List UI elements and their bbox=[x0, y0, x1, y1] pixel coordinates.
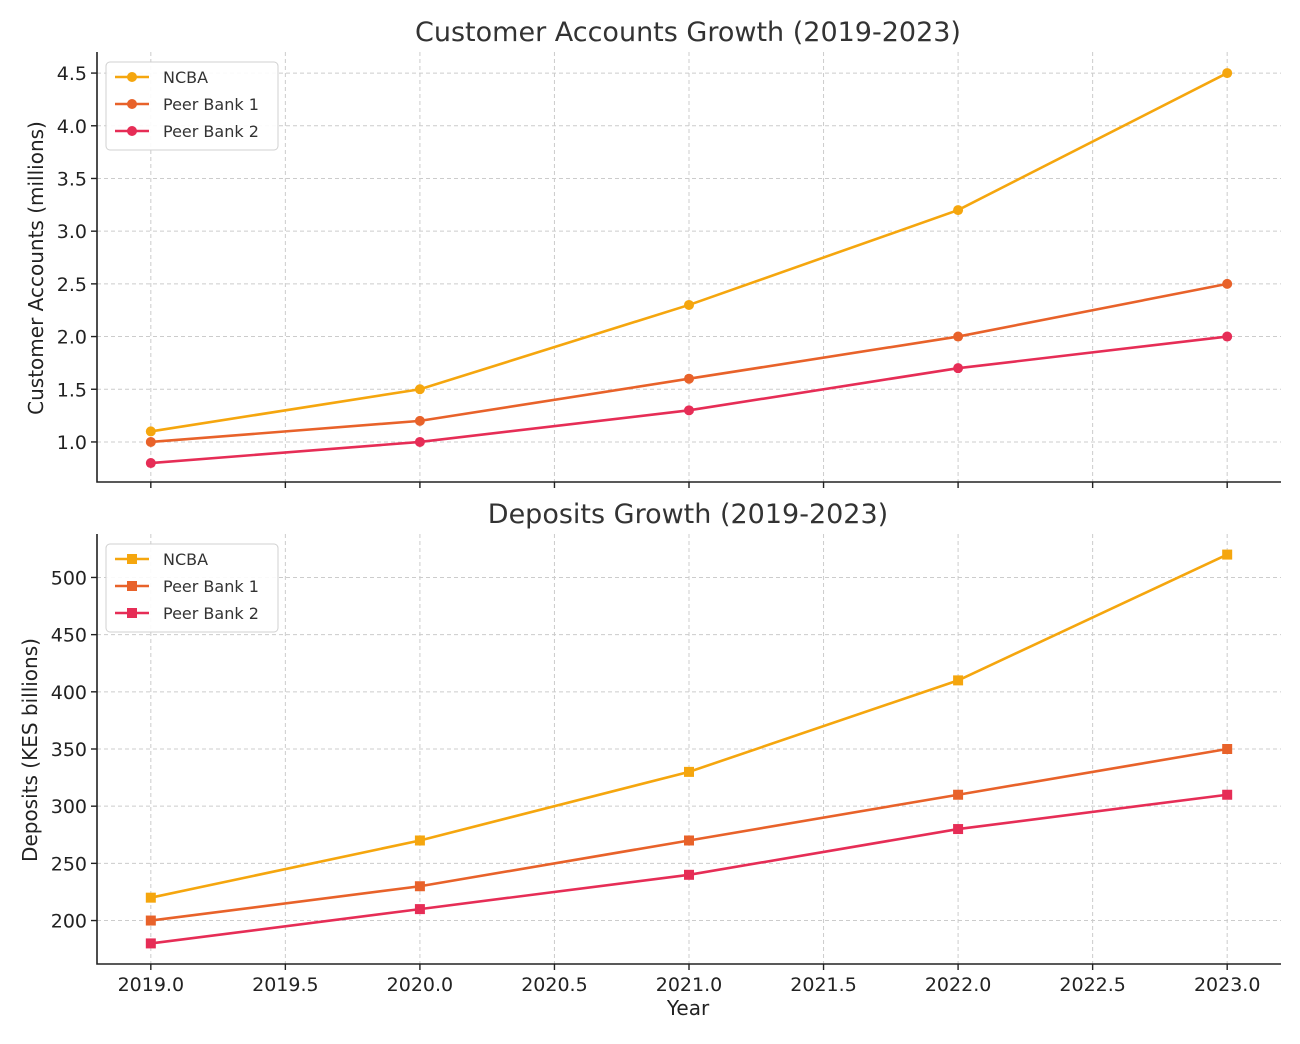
deposits-chart: Deposits Growth (2019-2023) Deposits (KE… bbox=[18, 499, 1281, 1020]
deposits-x-tick-label: 2022.5 bbox=[1059, 974, 1125, 996]
deposits-data-point bbox=[145, 915, 156, 926]
deposits-x-tick-label: 2019.5 bbox=[252, 974, 318, 996]
deposits-y-tick-label: 350 bbox=[51, 739, 87, 761]
accounts-legend-marker bbox=[127, 99, 137, 109]
accounts-legend-marker bbox=[127, 72, 137, 82]
accounts-data-point bbox=[684, 299, 694, 310]
deposits-x-tick-label: 2023.0 bbox=[1194, 974, 1260, 996]
deposits-data-point bbox=[684, 869, 694, 880]
deposits-data-point bbox=[953, 789, 964, 800]
accounts-data-point bbox=[1222, 68, 1233, 79]
deposits-legend-box bbox=[105, 543, 279, 633]
deposits-chart-title: Deposits Growth (2019-2023) bbox=[488, 499, 888, 530]
accounts-chart: Customer Accounts Growth (2019-2023) Cus… bbox=[24, 17, 1281, 488]
deposits-data-point bbox=[414, 881, 425, 892]
accounts-y-tick-label: 3.5 bbox=[57, 168, 87, 190]
deposits-legend: NCBA Peer Bank 1 Peer Bank 2 bbox=[105, 543, 279, 633]
deposits-x-tick-label: 2020.5 bbox=[521, 974, 587, 996]
accounts-chart-title: Customer Accounts Growth (2019-2023) bbox=[415, 17, 961, 48]
accounts-data-point bbox=[145, 436, 156, 447]
accounts-legend-label: Peer Bank 1 bbox=[163, 95, 259, 114]
accounts-y-tick-label: 3.0 bbox=[57, 221, 87, 243]
accounts-y-tick-label: 2.5 bbox=[57, 274, 87, 296]
deposits-data-point bbox=[953, 824, 964, 835]
deposits-axes: 2019.0 2019.5 2020.0 2020.5 2021.0 2021.5 2022… bbox=[51, 534, 1281, 996]
deposits-legend-marker bbox=[127, 581, 137, 591]
deposits-data-point bbox=[953, 675, 964, 686]
deposits-data-point bbox=[145, 892, 156, 903]
deposits-legend-label: Peer Bank 1 bbox=[163, 577, 259, 596]
deposits-x-tick-label: 2021.5 bbox=[790, 974, 856, 996]
deposits-x-axis-label: Year bbox=[666, 996, 710, 1020]
deposits-y-tick-label: 450 bbox=[51, 625, 87, 647]
accounts-data-point bbox=[414, 436, 425, 447]
accounts-data-point bbox=[953, 331, 964, 342]
deposits-x-tick-label: 2022.0 bbox=[925, 974, 991, 996]
deposits-series bbox=[145, 549, 1233, 949]
deposits-data-point bbox=[414, 904, 425, 915]
deposits-data-point bbox=[1222, 789, 1233, 800]
deposits-data-point bbox=[1222, 549, 1233, 560]
deposits-y-tick-label: 500 bbox=[51, 567, 87, 589]
deposits-y-tick-label: 200 bbox=[51, 911, 87, 933]
accounts-data-point bbox=[145, 458, 156, 469]
deposits-data-point bbox=[684, 835, 694, 846]
accounts-grid bbox=[97, 52, 1281, 482]
deposits-legend-label: Peer Bank 2 bbox=[163, 604, 259, 623]
deposits-grid bbox=[97, 534, 1281, 964]
deposits-y-tick-label: 250 bbox=[51, 853, 87, 875]
deposits-legend-label: NCBA bbox=[163, 550, 208, 569]
accounts-data-point bbox=[1222, 331, 1233, 342]
accounts-legend-label: Peer Bank 2 bbox=[163, 122, 259, 141]
accounts-y-tick-label: 4.0 bbox=[57, 116, 87, 138]
accounts-data-point bbox=[414, 384, 425, 395]
accounts-data-point bbox=[953, 363, 964, 374]
accounts-y-axis-label: Customer Accounts (millions) bbox=[24, 121, 48, 415]
accounts-axes: 1.0 1.5 2.0 2.5 3.0 3.5 4.0 4.5 bbox=[57, 52, 1281, 488]
deposits-x-tick-label: 2020.0 bbox=[387, 974, 453, 996]
deposits-x-tick-label: 2021.0 bbox=[656, 974, 722, 996]
accounts-series bbox=[145, 68, 1233, 469]
accounts-data-point bbox=[414, 415, 425, 426]
accounts-legend: NCBA Peer Bank 1 Peer Bank 2 bbox=[105, 61, 279, 151]
accounts-data-point bbox=[1222, 278, 1233, 289]
deposits-legend-marker bbox=[127, 554, 137, 564]
deposits-data-point bbox=[145, 938, 156, 949]
accounts-data-point bbox=[684, 373, 694, 384]
accounts-y-tick-label: 4.5 bbox=[57, 63, 87, 85]
deposits-y-axis-label: Deposits (KES billions) bbox=[18, 638, 42, 862]
accounts-y-tick-label: 2.0 bbox=[57, 327, 87, 349]
accounts-y-tick-label: 1.0 bbox=[57, 432, 87, 454]
accounts-data-point bbox=[953, 205, 964, 216]
accounts-data-point bbox=[145, 426, 156, 437]
deposits-legend-marker bbox=[127, 608, 137, 618]
accounts-y-tick-label: 1.5 bbox=[57, 379, 87, 401]
accounts-legend-box bbox=[105, 61, 279, 151]
deposits-data-point bbox=[684, 766, 694, 777]
accounts-data-point bbox=[684, 405, 694, 416]
deposits-y-tick-label: 400 bbox=[51, 682, 87, 704]
deposits-x-tick-label: 2019.0 bbox=[118, 974, 184, 996]
accounts-axis-spines bbox=[96, 52, 1281, 483]
deposits-axis-spines bbox=[96, 534, 1281, 965]
deposits-y-tick-label: 300 bbox=[51, 796, 87, 818]
deposits-data-point bbox=[1222, 744, 1233, 754]
accounts-legend-marker bbox=[127, 126, 137, 136]
deposits-data-point bbox=[414, 835, 425, 846]
accounts-legend-label: NCBA bbox=[163, 68, 208, 87]
